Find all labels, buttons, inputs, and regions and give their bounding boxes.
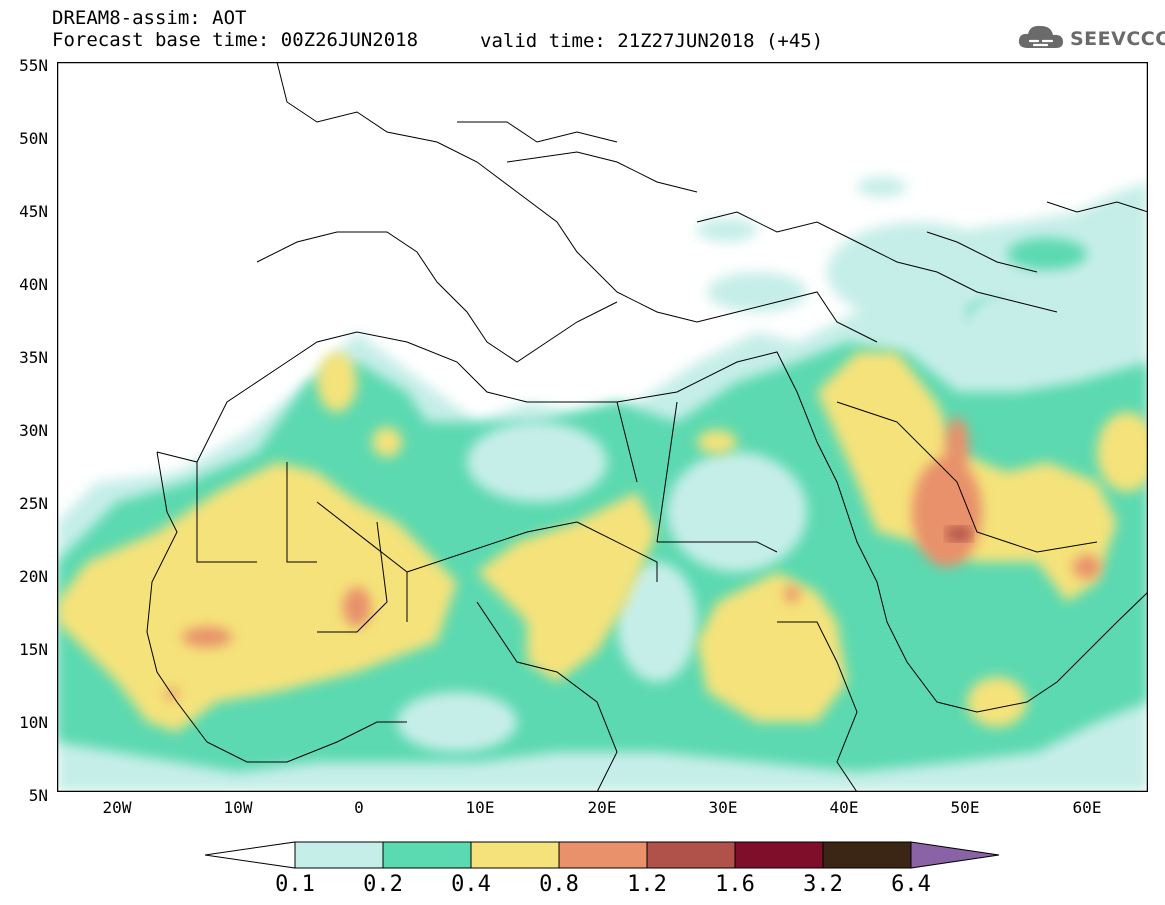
- colorbar-label: 1.6: [715, 872, 755, 897]
- lon-label: 10W: [223, 798, 253, 817]
- lat-label: 25N: [19, 494, 48, 513]
- lon-label: 60E: [1072, 798, 1102, 817]
- aot-field-1.2: [945, 526, 973, 542]
- logo-text: SEEVCCC: [1070, 28, 1165, 50]
- aot-field-0.1-pockets: [397, 292, 1067, 752]
- cloud-icon: [1018, 25, 1063, 48]
- lat-label: 55N: [19, 56, 48, 75]
- colorbar-segment: [382, 841, 472, 869]
- lon-label: 0: [354, 798, 364, 817]
- valid-time: valid time: 21Z27JUN2018 (+45): [480, 30, 824, 52]
- map-frame: [57, 62, 1148, 792]
- colorbar-label: 0.8: [539, 872, 579, 897]
- colorbar-segment: [205, 841, 296, 869]
- lat-label: 20N: [19, 567, 48, 586]
- colorbar-segment: [822, 841, 912, 869]
- aot-map: [57, 62, 1148, 792]
- colorbar-segment: [470, 841, 560, 869]
- lat-label: 40N: [19, 275, 48, 294]
- coastlines-and-borders: [146, 62, 1148, 792]
- seevccc-logo: SEEVCCC: [1016, 22, 1165, 54]
- colorbar-segment: [910, 841, 1000, 869]
- lat-label: 15N: [19, 640, 48, 659]
- colorbar-segment: [558, 841, 648, 869]
- colorbar-label: 0.4: [451, 872, 491, 897]
- lon-label: 10E: [465, 798, 495, 817]
- lon-label: 40E: [829, 798, 859, 817]
- forecast-base-time: Forecast base time: 00Z26JUN2018: [52, 29, 419, 51]
- colorbar-label: 0.1: [275, 872, 315, 897]
- colorbar-label: 6.4: [891, 872, 931, 897]
- colorbar-label: 3.2: [803, 872, 843, 897]
- lat-label: 5N: [28, 786, 48, 805]
- lat-label: 30N: [19, 421, 48, 440]
- colorbar-segment: [734, 841, 824, 869]
- colorbar-segment: [646, 841, 736, 869]
- lon-label: 30E: [708, 798, 738, 817]
- lat-label: 50N: [19, 129, 48, 148]
- lat-label: 10N: [19, 713, 48, 732]
- lon-label: 50E: [950, 798, 980, 817]
- colorbar-label: 1.2: [627, 872, 667, 897]
- colorbar: [205, 841, 1000, 869]
- lat-label: 45N: [19, 202, 48, 221]
- colorbar-segment: [294, 841, 384, 869]
- colorbar-label: 0.2: [363, 872, 403, 897]
- lon-label: 20W: [102, 798, 132, 817]
- map-title: DREAM8-assim: AOT: [52, 7, 247, 29]
- lon-label: 20E: [587, 798, 617, 817]
- lat-label: 35N: [19, 348, 48, 367]
